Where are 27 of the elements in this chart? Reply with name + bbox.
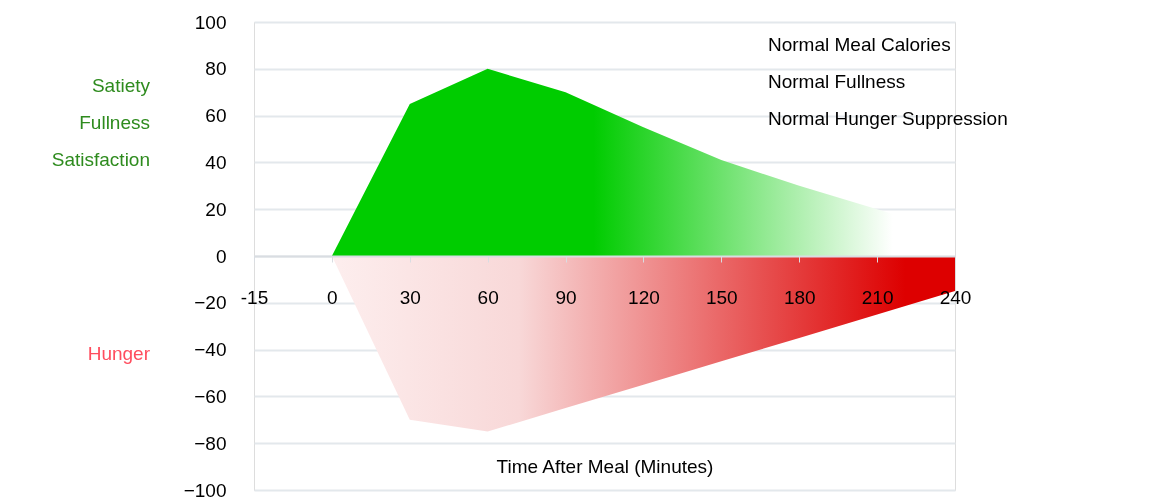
x-tick-label: 90 <box>555 286 577 308</box>
x-tick-label: 150 <box>705 286 738 308</box>
y-tick-label: −100 <box>183 479 227 501</box>
y-tick-label: −80 <box>194 432 227 454</box>
text: Hunger <box>87 343 151 364</box>
y-tick-label: 40 <box>205 151 227 173</box>
x-axis-title: Time After Meal (Minutes) <box>496 455 714 477</box>
x-tick-label: 120 <box>628 286 660 308</box>
x-tick-label: 30 <box>399 286 421 308</box>
annotation: Normal Hunger Suppression <box>768 108 1008 129</box>
y-tick-label: −40 <box>194 339 227 361</box>
y-tick-label: −60 <box>194 385 227 407</box>
y-axis-title: Satiety Fullness Satisfaction <box>51 75 151 170</box>
y-tick-label: 60 <box>205 105 227 127</box>
x-tick-label: 180 <box>783 286 816 308</box>
y-tick-label: 0 <box>215 245 227 267</box>
x-tick-label: 60 <box>477 286 499 308</box>
annotation: Normal Meal Calories <box>768 34 951 55</box>
y-tick-label: 100 <box>194 11 227 33</box>
y-tick-label: 80 <box>205 58 227 80</box>
x-tick-label: 210 <box>861 286 894 308</box>
x-tick-label: 240 <box>939 286 972 308</box>
x-tick-label: -15 <box>240 286 269 308</box>
y-tick-label: −20 <box>194 292 227 314</box>
annotation: Normal Fullness <box>768 71 906 92</box>
y-tick-label: 20 <box>205 198 227 220</box>
x-tick-label: 0 <box>327 286 338 308</box>
